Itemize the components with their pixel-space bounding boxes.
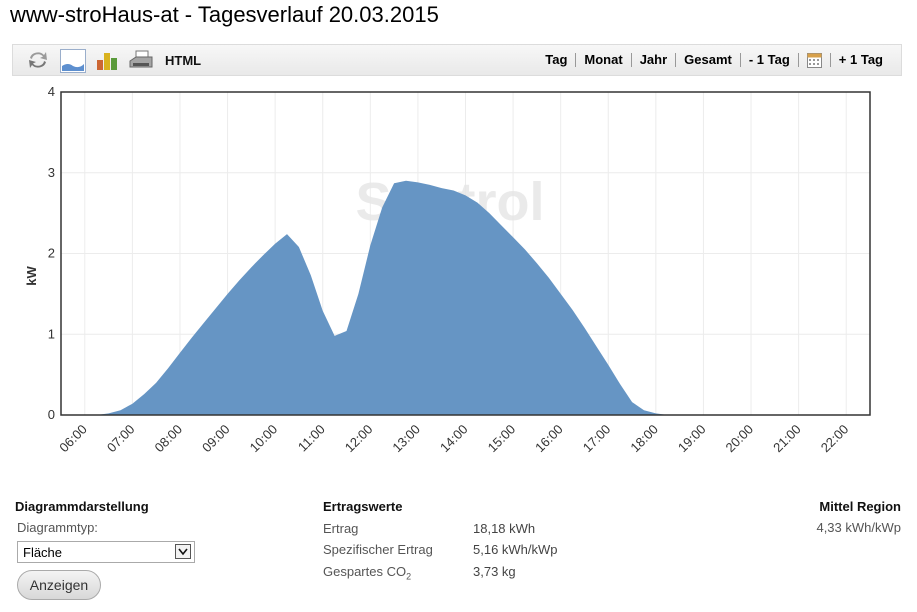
y-tick-label: 4 bbox=[48, 84, 55, 99]
yield-heading: Ertragswerte bbox=[323, 499, 403, 514]
y-axis-ticks: 0 1 2 3 4 bbox=[48, 84, 55, 422]
diagram-heading: Diagrammdarstellung bbox=[15, 499, 149, 514]
yield-values: Ertragswerte Ertrag 18,18 kWh Spezifisch… bbox=[323, 499, 558, 582]
chart-toolbar: HTML Tag Monat Jahr Gesamt - 1 Tag + 1 T… bbox=[12, 44, 902, 76]
x-tick-label: 13:00 bbox=[389, 422, 423, 456]
calendar-icon[interactable] bbox=[806, 52, 822, 68]
x-tick-label: 09:00 bbox=[199, 422, 233, 456]
nav-prev-day[interactable]: - 1 Tag bbox=[748, 52, 790, 67]
co2-label: Gespartes CO2 bbox=[323, 564, 411, 582]
bar-chart-icon[interactable] bbox=[95, 49, 119, 71]
x-tick-label: 19:00 bbox=[675, 422, 709, 456]
x-tick-label: 12:00 bbox=[342, 422, 376, 456]
x-tick-label: 14:00 bbox=[437, 422, 471, 456]
nav-separator bbox=[575, 52, 577, 67]
x-tick-label: 18:00 bbox=[627, 422, 661, 456]
nav-tag[interactable]: Tag bbox=[545, 52, 568, 67]
region-average: Mittel Region 4,33 kWh/kWp bbox=[816, 499, 901, 535]
period-navigation: Tag Monat Jahr Gesamt - 1 Tag + 1 Tag bbox=[537, 52, 891, 68]
y-axis-label: kW bbox=[24, 266, 39, 286]
x-tick-label: 06:00 bbox=[56, 422, 90, 456]
page-title: www-stroHaus-at - Tagesverlauf 20.03.201… bbox=[10, 2, 439, 27]
x-axis-ticks: 06:00 07:00 08:00 09:00 10:00 11:00 12:00 13:00… bbox=[56, 422, 851, 456]
diagram-settings: Diagrammdarstellung Diagrammtyp: bbox=[15, 499, 149, 535]
x-tick-label: 21:00 bbox=[770, 422, 804, 456]
x-tick-label: 07:00 bbox=[104, 422, 138, 456]
specific-yield-label: Spezifischer Ertrag bbox=[323, 542, 433, 557]
y-tick-label: 1 bbox=[48, 326, 55, 341]
nav-monat[interactable]: Monat bbox=[584, 52, 623, 67]
x-tick-label: 11:00 bbox=[295, 422, 328, 455]
y-tick-label: 3 bbox=[48, 165, 55, 180]
show-button[interactable]: Anzeigen bbox=[17, 570, 101, 600]
nav-next-day[interactable]: + 1 Tag bbox=[838, 52, 883, 67]
chevron-down-icon[interactable] bbox=[175, 544, 191, 559]
x-tick-label: 10:00 bbox=[247, 422, 281, 456]
power-area-series[interactable] bbox=[96, 180, 680, 415]
region-heading: Mittel Region bbox=[819, 499, 901, 514]
co2-value: 3,73 kg bbox=[473, 564, 516, 579]
x-tick-label: 17:00 bbox=[580, 422, 614, 456]
refresh-icon[interactable] bbox=[26, 49, 50, 71]
plot-frame bbox=[60, 91, 871, 416]
nav-gesamt[interactable]: Gesamt bbox=[684, 52, 732, 67]
yield-label: Ertrag bbox=[323, 521, 359, 536]
nav-separator bbox=[675, 52, 677, 67]
nav-jahr[interactable]: Jahr bbox=[639, 52, 668, 67]
x-tick-label: 08:00 bbox=[151, 422, 185, 456]
x-tick-label: 15:00 bbox=[485, 422, 519, 456]
diagram-type-value: Fläche bbox=[23, 545, 63, 560]
x-tick-label: 16:00 bbox=[532, 422, 566, 456]
x-tick-label: 22:00 bbox=[818, 422, 852, 456]
yield-value: 18,18 kWh bbox=[473, 521, 536, 536]
nav-separator bbox=[739, 52, 741, 67]
specific-yield-value: 5,16 kWh/kWp bbox=[473, 542, 558, 557]
nav-separator bbox=[630, 52, 632, 67]
y-tick-label: 2 bbox=[48, 246, 55, 261]
y-tick-label: 0 bbox=[48, 407, 55, 422]
diagram-type-label: Diagrammtyp: bbox=[17, 520, 98, 535]
nav-separator bbox=[797, 52, 799, 67]
html-export-link[interactable]: HTML bbox=[165, 53, 202, 68]
diagram-type-select[interactable]: Fläche bbox=[17, 541, 195, 563]
nav-separator bbox=[829, 52, 831, 67]
co2-subscript: 2 bbox=[406, 571, 412, 582]
area-chart-icon[interactable] bbox=[60, 49, 86, 73]
co2-label-text: Gespartes CO bbox=[323, 564, 407, 579]
print-icon[interactable] bbox=[128, 49, 153, 71]
region-value: 4,33 kWh/kWp bbox=[816, 520, 901, 535]
x-tick-label: 20:00 bbox=[723, 422, 757, 456]
